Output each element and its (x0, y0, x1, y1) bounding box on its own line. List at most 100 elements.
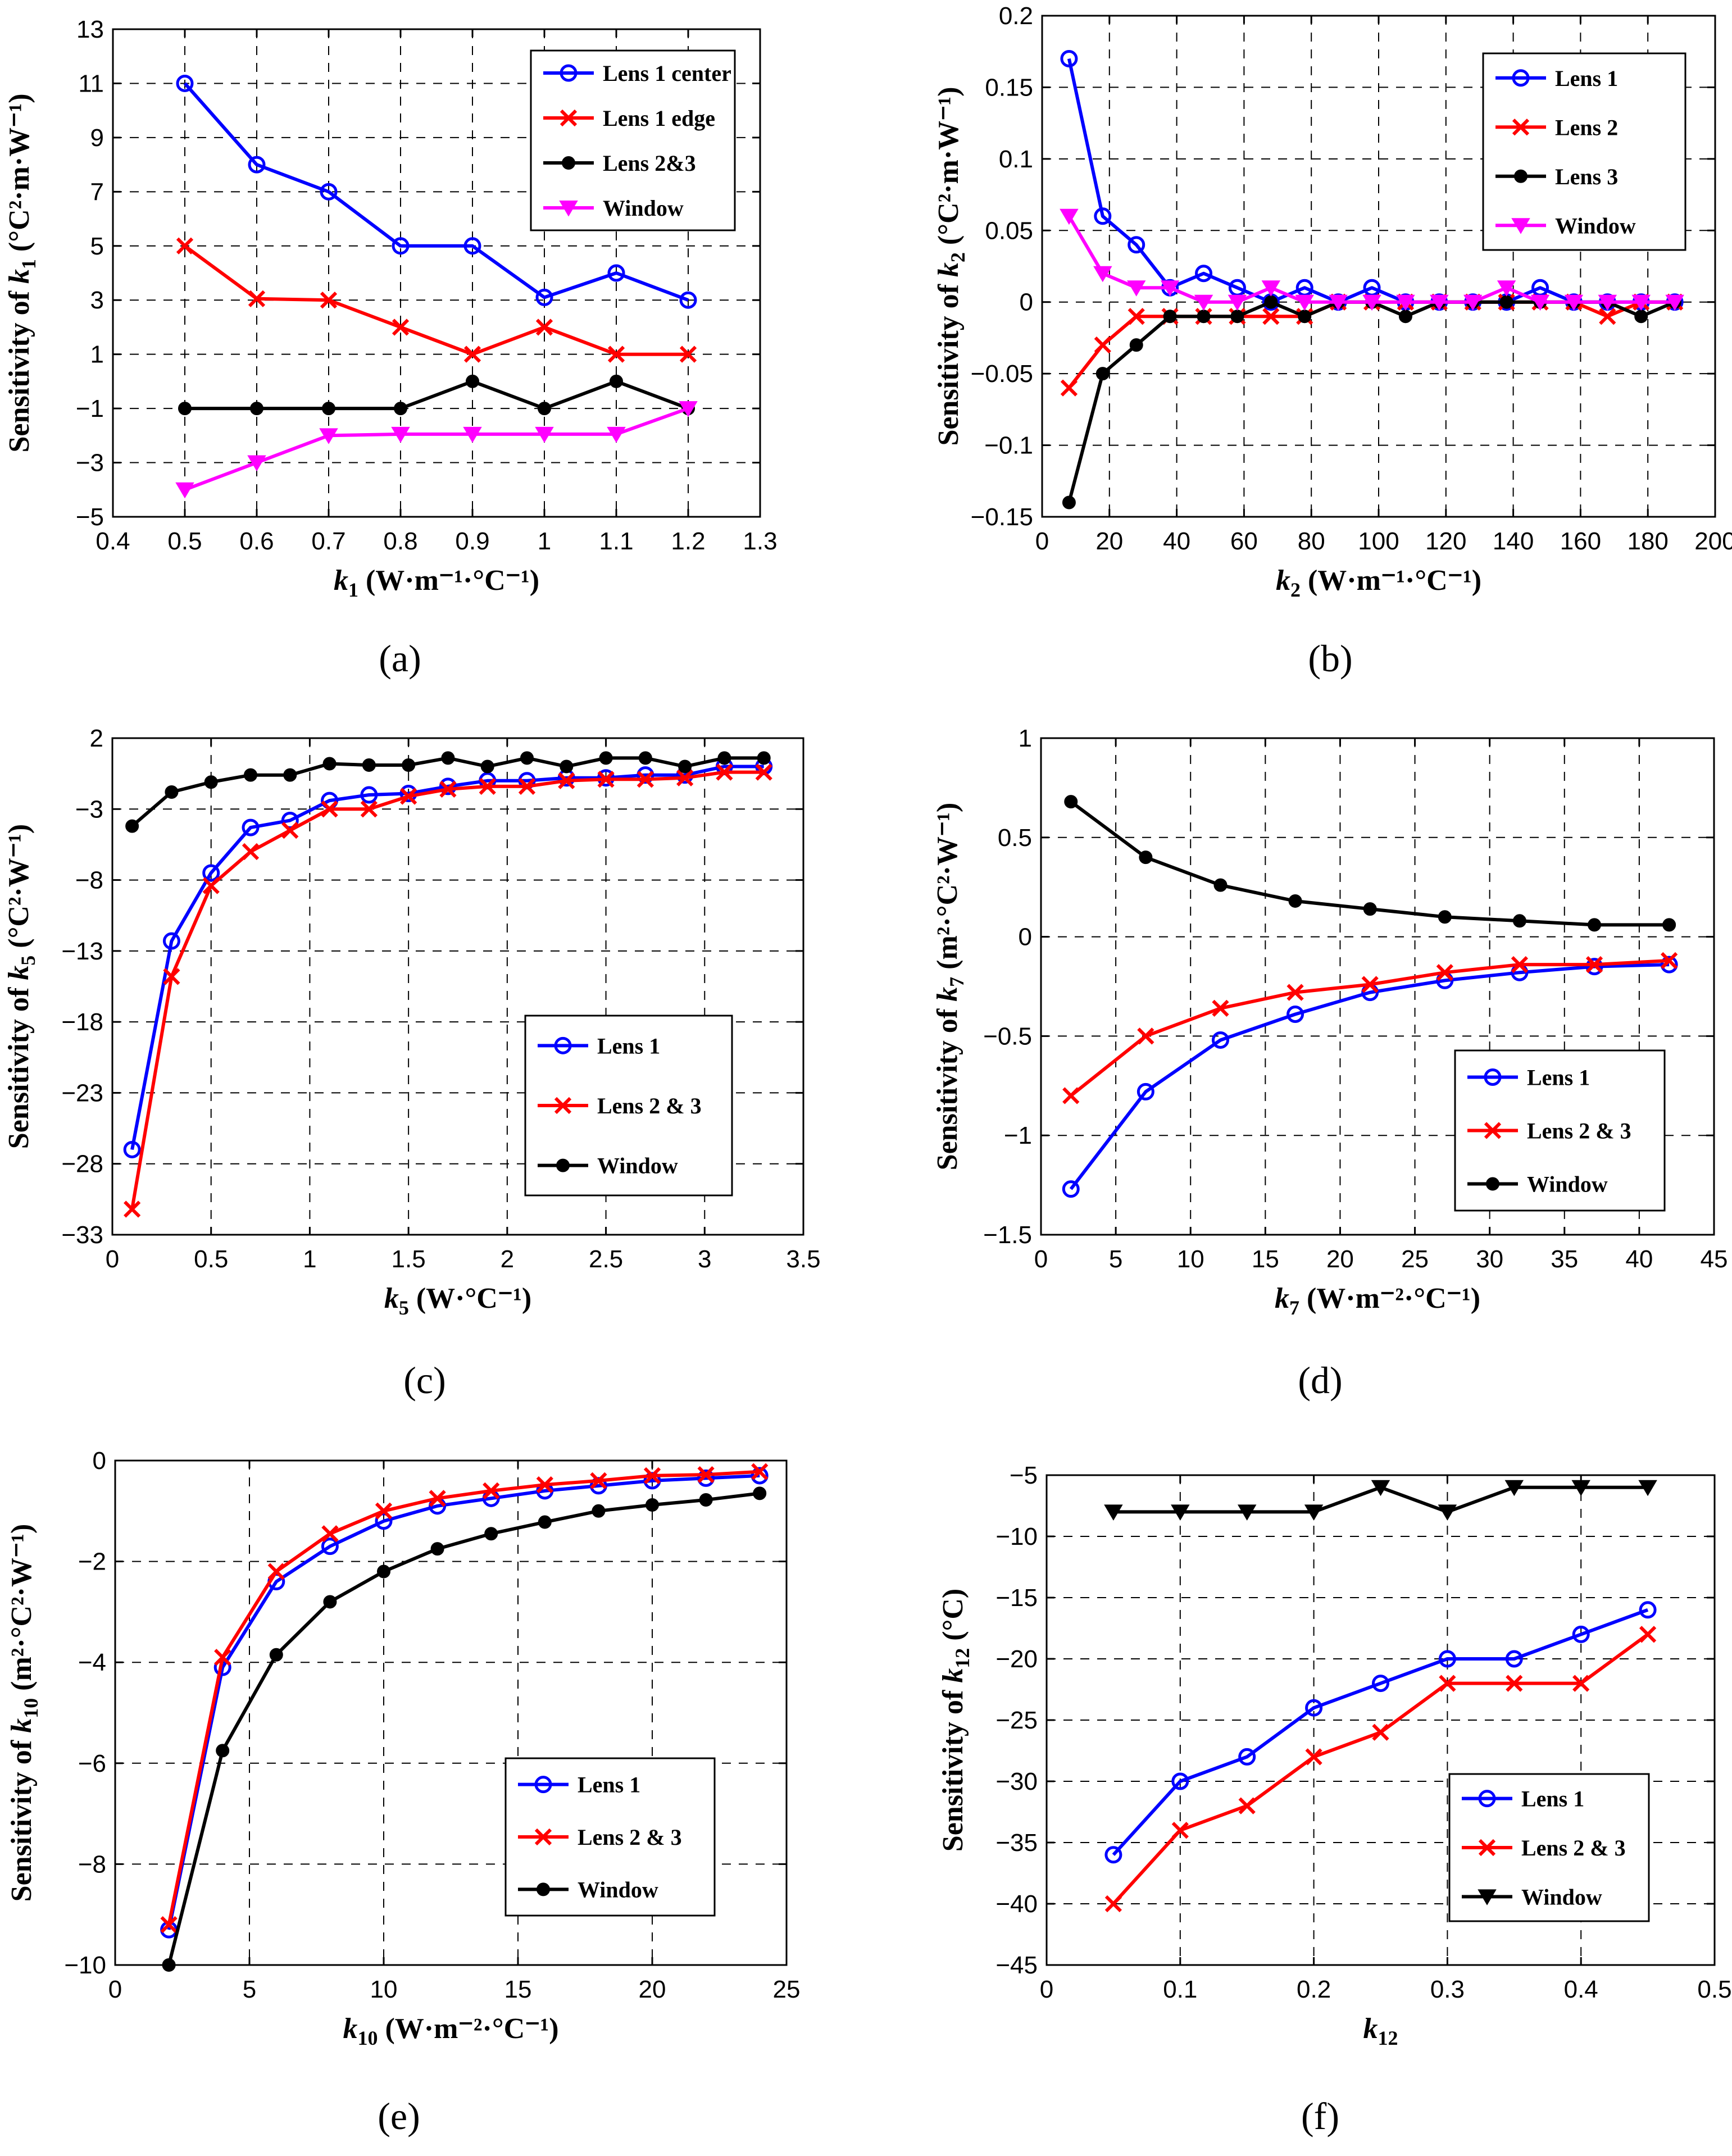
data-point (1363, 902, 1377, 916)
y-tick-label: −40 (995, 1890, 1038, 1918)
data-point (242, 818, 260, 836)
y-tick-label: −25 (995, 1707, 1038, 1734)
x-tick-label: 15 (504, 1976, 532, 2003)
y-tick-label: 0.05 (985, 217, 1033, 244)
y-tick-label: −0.1 (984, 432, 1033, 460)
legend-item: Lens 1 center (543, 61, 731, 86)
data-point (402, 758, 416, 772)
x-axis-title: k2 (W·m⁻¹·°C⁻¹) (1276, 565, 1481, 601)
legend-label: Lens 1 (578, 1772, 640, 1798)
series-lens-2-3 (1062, 952, 1678, 1104)
data-point (463, 345, 481, 363)
legend-marker (559, 201, 578, 217)
data-point (483, 1482, 500, 1500)
y-axis-title: Sensitivity of k5 (°C²·W⁻¹) (3, 824, 39, 1149)
x-tick-label: 20 (639, 1976, 666, 2003)
data-point (1062, 495, 1076, 510)
legend-label: Lens 2 & 3 (1527, 1118, 1631, 1144)
data-point (1064, 795, 1078, 809)
data-point (1197, 310, 1211, 324)
legend: Lens 1 center Lens 1 edge Lens 2&3 Window (530, 49, 736, 231)
data-point (1398, 310, 1412, 324)
legend-marker (1512, 69, 1530, 87)
data-point (1287, 984, 1304, 1001)
x-tick-label: 5 (1109, 1245, 1122, 1273)
panel-label: (b) (1308, 637, 1352, 680)
legend-marker (534, 1828, 552, 1846)
data-point (1163, 310, 1177, 324)
data-point (676, 769, 694, 786)
x-tick-label: 10 (1177, 1245, 1204, 1273)
data-point (592, 1504, 606, 1518)
y-tick-label: 0.2 (999, 2, 1033, 30)
data-point (1511, 956, 1529, 974)
x-tick-label: 60 (1230, 527, 1258, 555)
x-tick-label: 5 (243, 1976, 256, 2003)
legend-marker (1486, 1177, 1499, 1191)
x-tick-label: 0 (1035, 527, 1049, 555)
data-point (321, 1525, 339, 1543)
series-lens-2-3 (1104, 1626, 1657, 1913)
chart-panel-b: 0 20 40 60 80 100 120 140 160 180 200 −0.15 −0.1 −0.0… (933, 2, 1732, 680)
y-tick-label: 0 (1020, 289, 1033, 316)
x-tick-label: 0.5 (194, 1245, 228, 1273)
data-point (717, 751, 731, 765)
series-line (184, 244, 688, 356)
data-point (1094, 207, 1112, 225)
data-point (1329, 294, 1348, 311)
x-tick-label: 0.7 (311, 527, 346, 555)
data-point (1662, 918, 1676, 932)
legend-item: Window (1467, 1172, 1608, 1197)
x-axis-title: k5 (W·°C⁻¹) (384, 1282, 531, 1319)
data-point (360, 786, 378, 804)
data-point (1104, 1895, 1122, 1913)
legend-marker (554, 1097, 572, 1115)
legend-marker (1478, 1889, 1497, 1905)
x-tick-label: 180 (1627, 527, 1668, 555)
data-point (1372, 1723, 1389, 1741)
x-tick-label: 25 (773, 1976, 801, 2003)
data-point (757, 751, 771, 765)
axes-box (112, 28, 761, 518)
x-tick-label: 25 (1401, 1245, 1429, 1273)
legend-marker (1484, 1068, 1502, 1086)
x-tick-label: 20 (1095, 527, 1123, 555)
data-point (1295, 294, 1314, 311)
data-point (162, 932, 180, 950)
data-point (1305, 1699, 1323, 1717)
data-point (1094, 336, 1111, 354)
data-point (392, 319, 410, 336)
y-axis-title: Sensitivity of k12 (°C) (937, 1589, 974, 1852)
x-tick-label: 100 (1358, 527, 1399, 555)
data-point (1439, 1675, 1456, 1692)
legend-marker (534, 1776, 552, 1794)
x-tick-label: 160 (1560, 527, 1601, 555)
legend-marker (1511, 218, 1530, 234)
data-point (753, 1486, 767, 1500)
data-point (1436, 964, 1453, 981)
data-point (1104, 1846, 1122, 1864)
axes-box (1040, 737, 1715, 1236)
y-tick-label: 2 (90, 725, 103, 752)
legend-label: Lens 1 edge (603, 106, 715, 131)
data-point (175, 482, 194, 499)
data-point (248, 290, 266, 307)
data-point (1505, 1650, 1523, 1668)
data-point (1585, 958, 1603, 976)
y-tick-label: −4 (78, 1649, 106, 1676)
y-tick-label: 1 (1019, 725, 1032, 752)
data-point (1499, 295, 1513, 309)
data-point (1238, 1797, 1256, 1814)
y-tick-label: −20 (995, 1645, 1038, 1673)
legend-marker (560, 64, 578, 82)
x-tick-label: 10 (370, 1976, 398, 2003)
data-point (645, 1498, 659, 1512)
x-tick-label: 1.5 (392, 1245, 426, 1273)
data-point (1530, 294, 1550, 311)
legend-label: Window (578, 1877, 658, 1902)
data-point (1211, 1031, 1229, 1049)
data-point (1396, 294, 1415, 311)
data-point (1228, 294, 1247, 311)
legend-item: Lens 1 (518, 1772, 640, 1798)
data-point (1288, 894, 1302, 908)
